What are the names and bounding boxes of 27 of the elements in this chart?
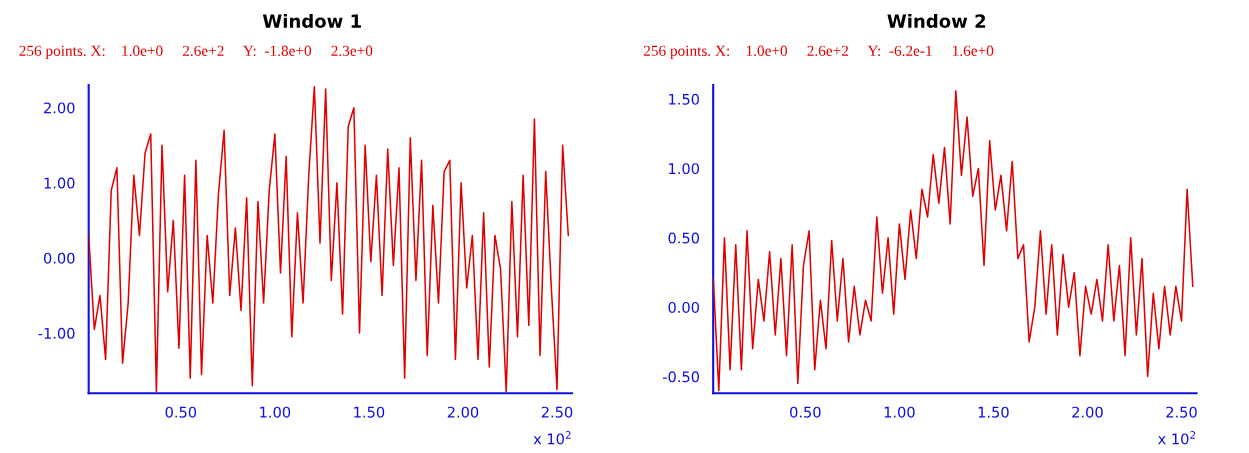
x-tick-label: 1.50	[354, 406, 385, 418]
y-tick-label: 1.00	[669, 163, 700, 175]
x-tick-label: 2.50	[1166, 406, 1197, 418]
x-tick-label: 1.00	[884, 406, 915, 418]
x-tick-label: 1.50	[978, 406, 1009, 418]
y-tick-label: -1.00	[38, 327, 75, 339]
y-tick-label: 1.00	[44, 177, 75, 189]
x-tick-label: 2.00	[1072, 406, 1103, 418]
line-series	[88, 85, 570, 393]
chart-subtitle: 256 points. X: 1.0e+0 2.6e+2 Y: -1.8e+0 2.3e+0	[19, 45, 373, 60]
y-tick-label: 0.50	[668, 232, 700, 244]
x-tick-label: 0.50	[790, 406, 821, 418]
y-tick-label: 0.00	[668, 301, 700, 313]
chart-title: Window 1	[262, 13, 361, 28]
chart-subtitle: 256 points. X: 1.0e+0 2.6e+2 Y: -6.2e-1 1.6e+0	[643, 45, 994, 60]
line-series	[713, 89, 1194, 392]
chart-title: Window 2	[887, 13, 986, 28]
x-tick-label: 2.00	[447, 406, 479, 418]
y-tick-label: -0.50	[662, 371, 700, 383]
text: x 10$^{2}$	[533, 431, 571, 445]
text: x 10$^{2}$	[1158, 431, 1196, 445]
y-tick-label: 0.00	[43, 252, 75, 264]
y-tick-label: 1.50	[669, 93, 700, 105]
x-tick-label: 0.50	[165, 406, 197, 418]
y-tick-label: 2.00	[44, 102, 75, 114]
x-tick-label: 2.50	[541, 406, 573, 418]
x-tick-label: 1.00	[260, 406, 291, 418]
